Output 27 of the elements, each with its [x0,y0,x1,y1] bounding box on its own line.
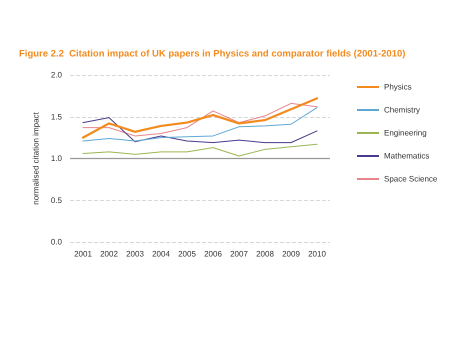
x-tick-label: 2008 [256,250,274,258]
x-tick-label: 2005 [178,250,196,258]
x-tick-label: 2004 [152,250,170,258]
x-tick-label: 2001 [74,250,92,258]
line-series [82,97,318,139]
chart-title: Figure 2.2 Citation impact of UK papers in Physics and comparator fields (2001-2010) [19,48,406,60]
legend-label: Mathematics [384,152,430,160]
x-tick-label: 2006 [204,250,222,258]
y-tick-label: 1.5 [50,112,63,122]
legend-label: Space Science [384,174,438,184]
y-tick-label: 0.0 [50,238,63,246]
legend-label: Physics [384,82,412,92]
legend-label: Engineering [384,128,427,138]
x-tick-label: 2010 [308,250,326,258]
line-series [82,144,318,156]
x-tick-label: 2003 [126,250,144,258]
x-tick-label: 2007 [230,250,248,258]
line-series [82,117,318,144]
y-tick-label: 0.5 [50,196,63,205]
x-tick-label: 2002 [100,250,118,258]
legend-label: Chemistry [384,106,420,114]
y-tick-label: 1.0 [50,154,63,163]
x-tick-label: 2009 [282,250,300,258]
y-axis-title: normalised citation impact [31,111,40,205]
line-series [82,107,318,142]
y-tick-label: 2.0 [50,70,63,80]
line-series [82,102,318,136]
